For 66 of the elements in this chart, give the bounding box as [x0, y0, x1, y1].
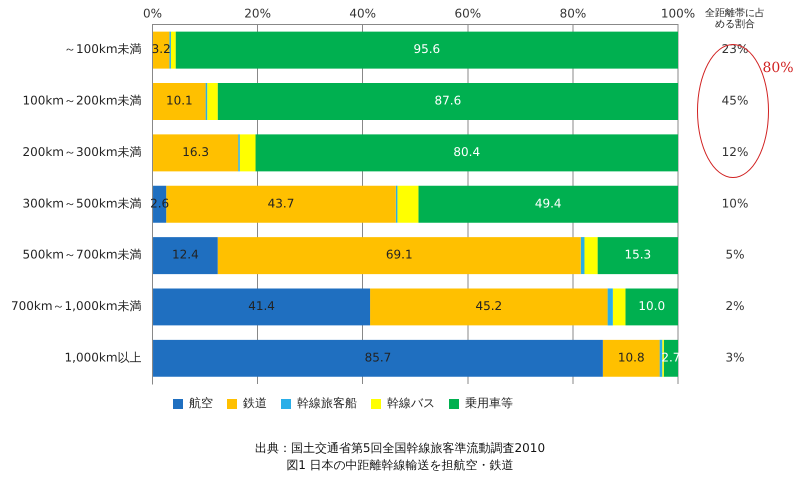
text: 80% [762, 60, 794, 76]
bar [418, 186, 678, 223]
data-label: 41.4 [248, 299, 275, 314]
data-label: 12.4 [172, 248, 199, 262]
bar [608, 288, 613, 326]
text: 5% [725, 248, 745, 262]
data-label: 10.0 [638, 299, 666, 314]
x-tick-label: 100% [660, 6, 696, 20]
data-label: 10.8 [618, 350, 645, 364]
data-label: 49.4 [534, 196, 562, 210]
legend-label: 鉄道 [243, 396, 267, 410]
text: 45% [722, 94, 748, 108]
data-label: 15.3 [624, 248, 652, 262]
text: 3% [725, 350, 745, 364]
bar [584, 237, 598, 274]
bar [598, 237, 678, 274]
text: 10% [722, 196, 748, 210]
data-label: 45.2 [475, 299, 502, 314]
bar [153, 340, 603, 377]
x-tick-label: 0% [143, 6, 162, 20]
y-tick-label: 1,000km以上 [64, 350, 142, 364]
bar [153, 288, 370, 326]
data-label: 16.3 [182, 144, 209, 159]
y-tick-label: ～100km未満 [64, 42, 142, 56]
bar [170, 32, 176, 69]
legend-label: 航空 [189, 396, 213, 410]
x-tick-label: 60% [454, 6, 482, 20]
data-label: 43.7 [268, 196, 294, 210]
legend-label: 乗用車等 [465, 396, 513, 410]
y-tick-label: 500km～700km未満 [22, 248, 142, 262]
x-tick-label: 40% [349, 6, 376, 20]
data-label: 80.4 [453, 144, 480, 159]
text: 12% [722, 144, 748, 159]
bar [240, 134, 256, 172]
y-tick-label: 300km～500km未満 [22, 196, 142, 210]
legend-label: 幹線バス [387, 396, 435, 410]
bar [153, 237, 218, 274]
source-note: 出典：国土交通省第5回全国幹線旅客準流動調査2010 [254, 440, 546, 457]
bar [370, 288, 608, 326]
data-label: 87.6 [434, 94, 462, 108]
bar [207, 82, 218, 120]
text: 全距離帯に占める割合 [705, 8, 765, 30]
y-tick-label: 700km～1,000km未満 [10, 299, 142, 314]
bar [218, 82, 678, 120]
y-tick-label: 100km～200km未満 [22, 94, 142, 108]
bar [397, 186, 418, 223]
bar [602, 340, 660, 377]
text: 図1 日本の中距離幹線輸送を担航空・鉄道 [285, 457, 515, 474]
bar [176, 32, 678, 69]
bar [580, 237, 584, 274]
text: 2% [725, 299, 745, 314]
bar [256, 134, 678, 172]
bar [218, 237, 581, 274]
data-label: 10.1 [166, 94, 193, 108]
data-label: 85.7 [364, 350, 392, 364]
x-tick-label: 80% [560, 6, 586, 20]
bar [153, 134, 238, 172]
bar [153, 82, 206, 120]
bar [625, 288, 678, 326]
data-label: 69.1 [386, 248, 413, 262]
x-tick-label: 20% [244, 6, 271, 20]
legend-label: 幹線旅客船 [297, 396, 357, 410]
data-label: 95.6 [413, 42, 440, 56]
bar [660, 340, 662, 377]
bar [612, 288, 626, 326]
y-tick-label: 200km～300km未満 [22, 144, 142, 159]
